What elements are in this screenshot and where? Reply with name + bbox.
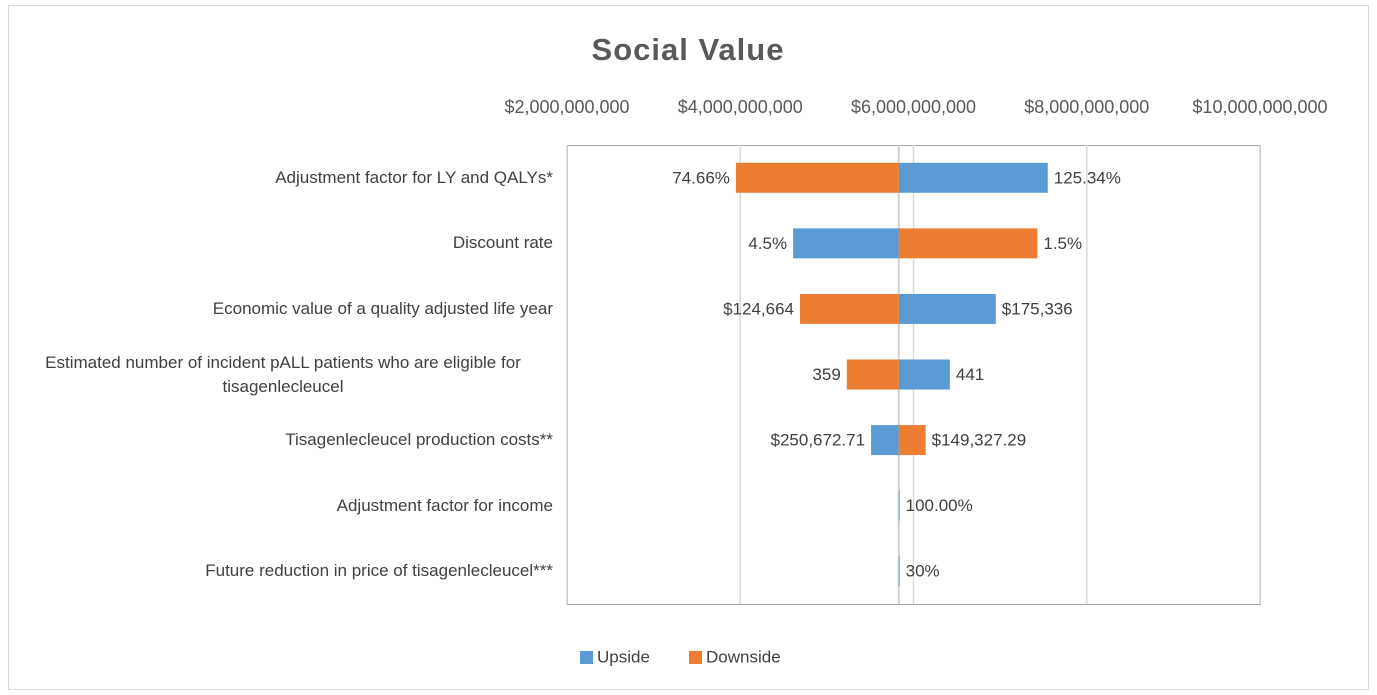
data-label: 441 [956, 365, 984, 384]
category-label: Discount rate [452, 233, 553, 253]
legend-label: Downside [706, 647, 781, 666]
data-label: 1.5% [1043, 234, 1082, 253]
bar [898, 556, 900, 587]
data-label: 74.66% [672, 168, 730, 187]
legend-swatch [580, 651, 593, 664]
bar [871, 425, 899, 456]
x-tick-label: $4,000,000,000 [678, 97, 803, 117]
category-label: Future reduction in price of tisagenlecl… [205, 561, 553, 581]
x-tick-label: $8,000,000,000 [1024, 97, 1149, 117]
legend-swatch [689, 651, 702, 664]
data-label: 100.00% [906, 496, 973, 515]
category-label: Adjustment factor for income [336, 495, 553, 515]
bar [898, 490, 900, 521]
data-label: $149,327.29 [932, 431, 1027, 450]
x-tick-label: $6,000,000,000 [851, 97, 976, 117]
bar [800, 293, 899, 324]
bar [898, 162, 1048, 193]
data-label: 30% [906, 562, 940, 581]
bar [898, 293, 996, 324]
category-label: Tisagenlecleucel production costs** [285, 430, 553, 450]
chart-frame [8, 5, 1369, 690]
legend-label: Upside [597, 647, 650, 666]
category-label: Estimated number of incident pALL patien… [45, 352, 521, 396]
category-label: Adjustment factor for LY and QALYs* [275, 167, 553, 187]
chart-title: Social Value [592, 32, 785, 67]
data-label: $250,672.71 [771, 431, 866, 450]
x-tick-label: $10,000,000,000 [1192, 97, 1327, 117]
bar [898, 228, 1038, 259]
data-label: 125.34% [1054, 168, 1121, 187]
data-label: $124,664 [723, 299, 794, 318]
bar [735, 162, 899, 193]
x-tick-label: $2,000,000,000 [504, 97, 629, 117]
data-label: 4.5% [748, 234, 787, 253]
category-label: Economic value of a quality adjusted lif… [212, 298, 553, 318]
bar [793, 228, 899, 259]
bar [846, 359, 899, 390]
data-label: $175,336 [1002, 299, 1073, 318]
data-label: 359 [812, 365, 840, 384]
bar [898, 425, 926, 456]
bar [898, 359, 950, 390]
